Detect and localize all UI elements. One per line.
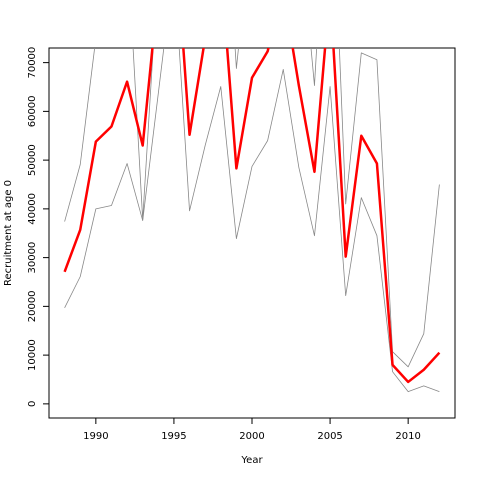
series-line <box>63 48 441 384</box>
y-tick-label: 10000 <box>27 339 38 371</box>
plot-frame <box>48 47 456 419</box>
x-tick-label: 1995 <box>161 431 186 442</box>
y-tick-label: 40000 <box>27 193 38 225</box>
x-tick-label: 2010 <box>395 431 420 442</box>
y-axis-label: Recruitment at age 0 <box>3 180 14 286</box>
y-tick-label: 60000 <box>27 95 38 127</box>
y-tick-label: 50000 <box>27 144 38 176</box>
y-tick-label: 70000 <box>27 47 38 79</box>
x-tick-label: 2005 <box>317 431 342 442</box>
series-line <box>64 48 440 368</box>
x-tick-label: 1990 <box>83 431 108 442</box>
x-tick-label: 2000 <box>239 431 264 442</box>
y-tick-label: 0 <box>27 401 38 407</box>
plot-area <box>63 48 441 393</box>
y-tick-label: 20000 <box>27 290 38 322</box>
y-tick-label: 30000 <box>27 242 38 274</box>
x-axis-label: Year <box>240 455 263 466</box>
series-line <box>64 48 440 393</box>
